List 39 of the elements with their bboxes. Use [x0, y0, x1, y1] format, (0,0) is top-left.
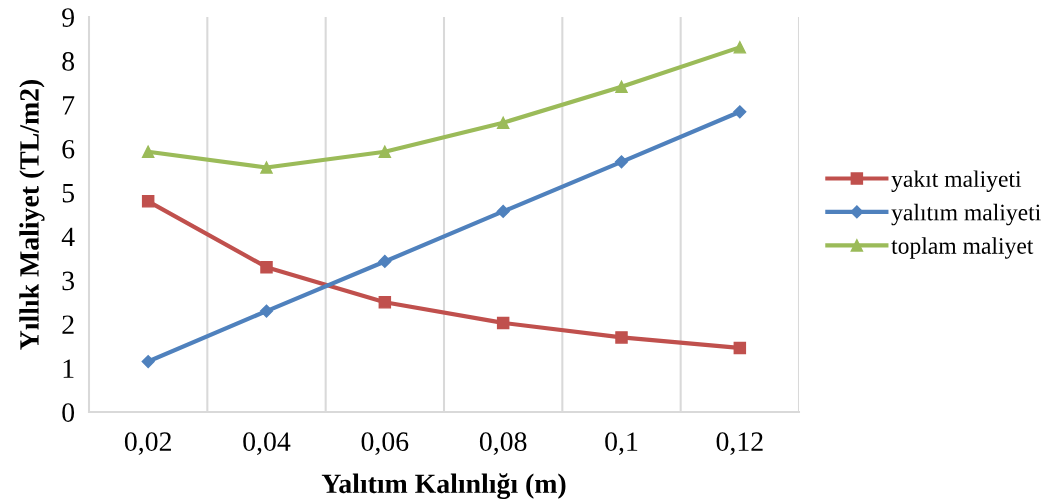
- point: [259, 304, 274, 318]
- x-axis-title: Yalıtım Kalınlığı (m): [321, 473, 566, 500]
- y-tick-label: 4: [61, 227, 75, 247]
- point: [615, 80, 628, 94]
- x-tick-label: 0,12: [716, 432, 763, 455]
- point: [614, 155, 629, 169]
- point: [496, 116, 510, 130]
- point: [615, 331, 628, 344]
- y-tick-label: 5: [62, 184, 75, 203]
- y-tick-label: 8: [62, 52, 75, 71]
- point: [141, 354, 155, 369]
- y-tick-label: 0: [62, 403, 75, 422]
- legend-label: toplam maliyet: [891, 237, 1034, 259]
- point: [733, 105, 747, 119]
- x-tick-label: 0,1: [605, 432, 638, 455]
- x-tick-label: 0,08: [479, 432, 527, 455]
- point: [378, 145, 392, 158]
- point: [260, 161, 273, 174]
- point: [733, 341, 747, 355]
- legend-label: yakıt maliyeti: [891, 170, 1022, 192]
- point: [496, 204, 510, 219]
- point: [141, 145, 155, 158]
- point: [733, 41, 747, 54]
- point: [496, 316, 510, 330]
- y-tick-label: 7: [63, 96, 75, 115]
- x-tick-label: 0,04: [243, 432, 291, 455]
- y-tick-label: 2: [62, 315, 74, 334]
- y-axis-title: Yıllık Maliyet (TL/m2): [19, 79, 45, 350]
- point: [260, 260, 273, 274]
- x-tick-label: 0,02: [124, 432, 171, 455]
- y-tick-label: 9: [62, 8, 74, 27]
- y-tick-label: 1: [63, 359, 74, 378]
- point: [141, 195, 155, 208]
- legend-label: yalıtım maliyeti: [891, 203, 1041, 226]
- point: [378, 254, 392, 269]
- y-tick-label: 3: [62, 271, 75, 291]
- y-tick-label: 6: [62, 139, 75, 159]
- point: [378, 296, 392, 309]
- x-tick-label: 0,06: [361, 432, 409, 455]
